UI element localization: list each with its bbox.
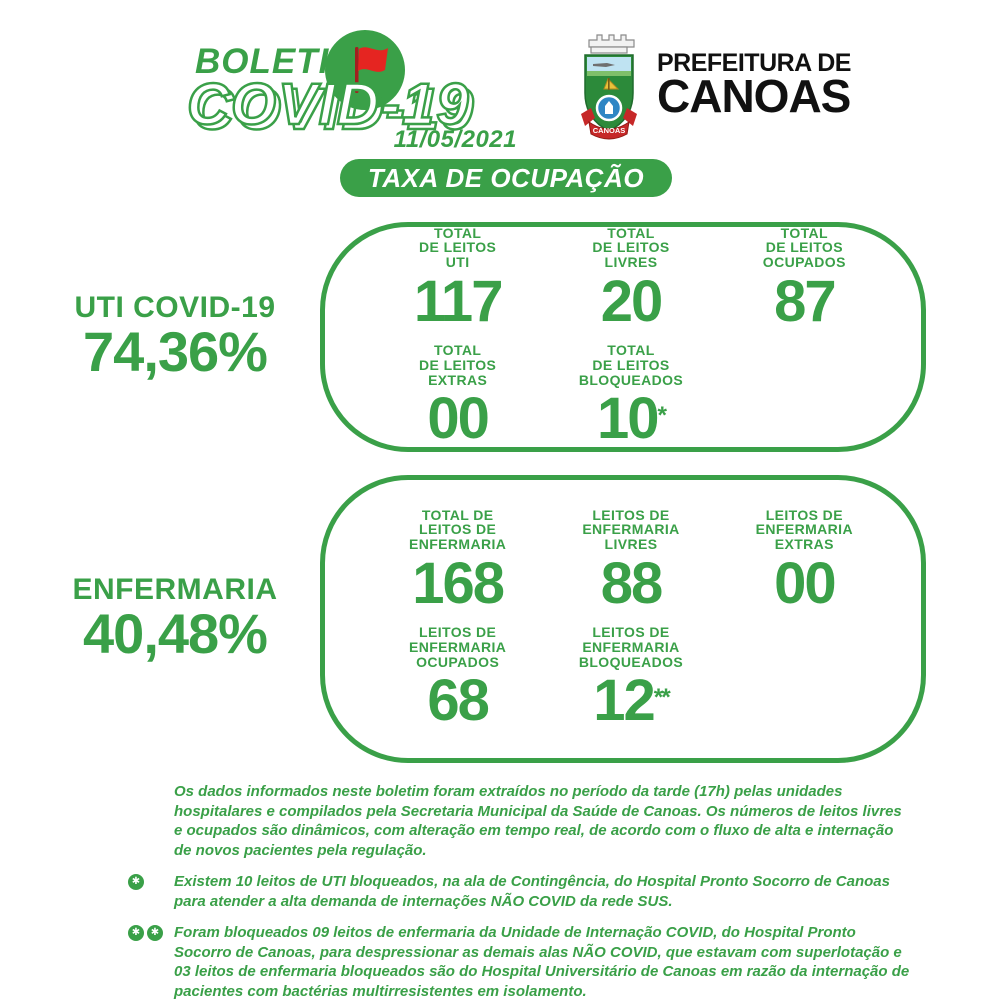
svg-text:COVID-19: COVID-19 (192, 77, 476, 142)
stat-label: TOTAL DE LEITOS DE ENFERMARIA (408, 506, 507, 553)
red-flag-icon (355, 47, 388, 93)
stat-value: 68 (427, 668, 490, 734)
stat-cell: LEITOS DE ENFERMARIA EXTRAS 00 (718, 506, 891, 616)
stat-label: LEITOS DE ENFERMARIA EXTRAS (755, 506, 853, 553)
section-enfermaria: ENFERMARIA 40,48% TOTAL DE LEITOS DE ENFER… (30, 475, 926, 763)
occupancy-banner: TAXA DE OCUPAÇÃO (340, 159, 672, 197)
prefeitura-line1: PREFEITURA DE (657, 49, 851, 77)
footnote-marker-gutter: ✱ ✱ (128, 923, 174, 1000)
enfermaria-rate-block: ENFERMARIA 40,48% (30, 475, 320, 763)
footnote-marker-gutter (128, 782, 174, 860)
svg-text:COVID-19: COVID-19 (187, 72, 471, 137)
footnote-text: Existem 10 leitos de UTI bloqueados, na … (174, 873, 890, 910)
stat-label: TOTAL DE LEITOS LIVRES (592, 224, 670, 271)
svg-text:CANOAS: CANOAS (593, 126, 626, 135)
stat-cell: TOTAL DE LEITOS OCUPADOS 87 (718, 224, 891, 334)
stat-value: 20 (600, 269, 664, 334)
stat-value: 168 (412, 551, 505, 616)
stat-label: LEITOS DE ENFERMARIA BLOQUEADOS (578, 624, 684, 670)
prefeitura-logo: CANOAS PREFEITURA DE CANOAS (575, 26, 851, 140)
prefeitura-line2: CANOAS (657, 70, 851, 122)
asterisk-bullet-icon: ✱ (128, 925, 144, 941)
footnote-text: Os dados informados neste boletim foram … (174, 783, 902, 859)
boletim-logo: BOLETIM COVID-19 COVID-19 11/05/2021 (183, 30, 523, 156)
enfermaria-stats-panel: TOTAL DE LEITOS DE ENFERMARIA 168 LEITOS DE E… (320, 475, 926, 763)
stat-label: TOTAL DE LEITOS BLOQUEADOS (578, 342, 684, 388)
flag-circle (325, 30, 405, 110)
uti-rate-block: UTI COVID-19 74,36% (30, 222, 320, 452)
uti-title: UTI COVID-19 (74, 291, 276, 325)
footnote: ✱ Existem 10 leitos de UTI bloqueados, na… (128, 872, 914, 911)
prefeitura-wordmark: PREFEITURA DE CANOAS (657, 49, 851, 122)
stat-value: 87 (774, 269, 837, 334)
stat-label: LEITOS DE ENFERMARIA OCUPADOS (408, 624, 507, 670)
uti-rate: 74,36% (83, 320, 268, 384)
canoas-coat-of-arms-icon: CANOAS (581, 34, 637, 140)
stat-cell: LEITOS DE ENFERMARIA OCUPADOS 68 (371, 624, 544, 734)
stat-value: 00 (427, 386, 490, 452)
bulletin-date: 11/05/2021 (393, 126, 517, 153)
stat-label: LEITOS DE ENFERMARIA LIVRES (582, 506, 680, 553)
occupancy-banner-label: TAXA DE OCUPAÇÃO (367, 162, 645, 193)
asterisk-bullet-icon: ✱ (147, 925, 163, 941)
footnotes: Os dados informados neste boletim foram … (128, 782, 914, 1000)
enfermaria-rate: 40,48% (83, 602, 268, 666)
stat-label: TOTAL DE LEITOS OCUPADOS (762, 224, 846, 271)
covid-outline-text: COVID-19 COVID-19 (186, 71, 476, 144)
stat-label: TOTAL DE LEITOS EXTRAS (419, 342, 497, 388)
stat-value: 12** (593, 668, 671, 734)
stat-cell: TOTAL DE LEITOS EXTRAS 00 (371, 342, 544, 452)
uti-stats-panel: TOTAL DE LEITOS UTI 117 TOTAL DE LEITOS LIVRES… (320, 222, 926, 452)
stat-cell: LEITOS DE ENFERMARIA LIVRES 88 (544, 506, 717, 616)
stat-value: 117 (413, 269, 504, 334)
stat-value: 00 (774, 551, 837, 616)
section-uti: UTI COVID-19 74,36% TOTAL DE LEITOS UTI 117… (30, 222, 926, 452)
stat-label: TOTAL DE LEITOS UTI (419, 224, 497, 271)
stat-asterisk: * (657, 402, 668, 430)
footnote-marker-gutter: ✱ (128, 872, 174, 911)
stat-cell: TOTAL DE LEITOS BLOQUEADOS 10* (544, 342, 717, 452)
footnote: Os dados informados neste boletim foram … (128, 782, 914, 860)
asterisk-bullet-icon: ✱ (128, 874, 144, 890)
enfermaria-title: ENFERMARIA (72, 573, 278, 607)
stat-cell: LEITOS DE ENFERMARIA BLOQUEADOS 12** (544, 624, 717, 734)
footnote: ✱ ✱ Foram bloqueados 09 leitos de enfermar… (128, 923, 914, 1000)
stat-cell: TOTAL DE LEITOS UTI 117 (371, 224, 544, 334)
stat-asterisk: ** (653, 684, 671, 712)
stat-value: 88 (600, 551, 664, 616)
stat-cell: TOTAL DE LEITOS LIVRES 20 (544, 224, 717, 334)
stat-cell: TOTAL DE LEITOS DE ENFERMARIA 168 (371, 506, 544, 616)
footnote-text: Foram bloqueados 09 leitos de enfermaria… (174, 924, 910, 1000)
stat-value: 10* (596, 386, 668, 452)
